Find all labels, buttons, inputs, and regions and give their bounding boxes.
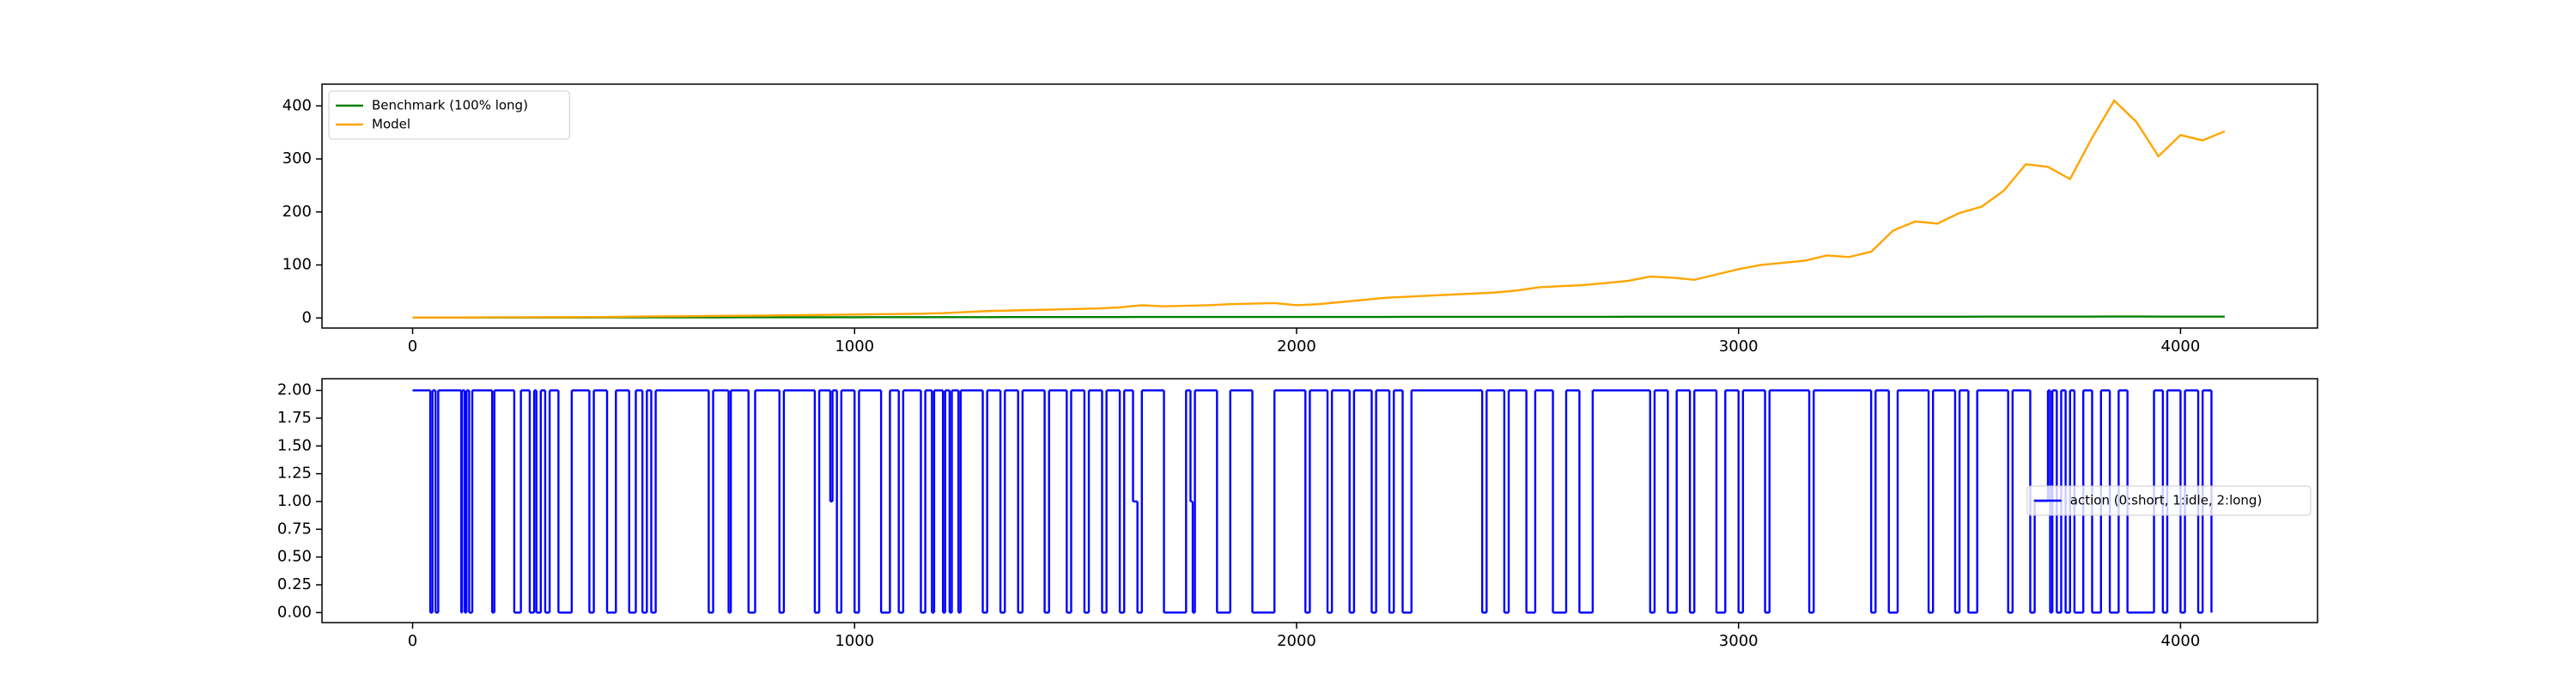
line — [412, 99, 2226, 319]
x-tick-label: 1000 — [835, 632, 874, 650]
y-tick-label: 1.75 — [277, 409, 312, 427]
y-tick-label: 1.00 — [277, 492, 312, 510]
axes-frame — [321, 378, 2318, 623]
x-tick-label: 1000 — [835, 337, 874, 356]
x-tick-label: 2000 — [1277, 337, 1316, 356]
legend-label: Benchmark (100% long) — [372, 98, 528, 113]
legend-label: Model — [372, 117, 410, 132]
y-tick-label: 0.00 — [277, 603, 312, 621]
legend: Benchmark (100% long) Model — [328, 90, 570, 140]
x-tick-label: 0 — [408, 632, 417, 650]
legend-box — [2026, 485, 2312, 516]
legend-label: action (0:short, 1:idle, 2:long) — [2070, 493, 2263, 508]
x-tick-label: 3000 — [1719, 632, 1759, 650]
x-tick-label: 0 — [408, 337, 417, 356]
y-tick-label: 0.50 — [277, 548, 312, 566]
x-tick-label: 3000 — [1719, 337, 1759, 356]
legend: action (0:short, 1:idle, 2:long) — [2026, 485, 2312, 516]
legend-box — [328, 90, 570, 140]
y-tick-label: 1.50 — [277, 436, 312, 454]
y-tick-label: 0 — [302, 308, 312, 326]
x-tick-label: 2000 — [1277, 632, 1316, 650]
line — [412, 315, 2225, 319]
axes-frame — [321, 83, 2318, 329]
y-tick-label: 0.25 — [277, 575, 312, 593]
y-tick-label: 1.25 — [277, 465, 312, 483]
y-tick-label: 2.00 — [277, 381, 312, 399]
y-tick-label: 0.75 — [277, 520, 312, 538]
y-tick-label: 100 — [283, 256, 312, 274]
x-tick-label: 4000 — [2161, 632, 2201, 650]
y-tick-label: 200 — [283, 203, 312, 221]
x-tick-label: 4000 — [2161, 337, 2201, 356]
y-tick-label: 300 — [283, 149, 312, 167]
y-tick-label: 400 — [283, 96, 312, 114]
